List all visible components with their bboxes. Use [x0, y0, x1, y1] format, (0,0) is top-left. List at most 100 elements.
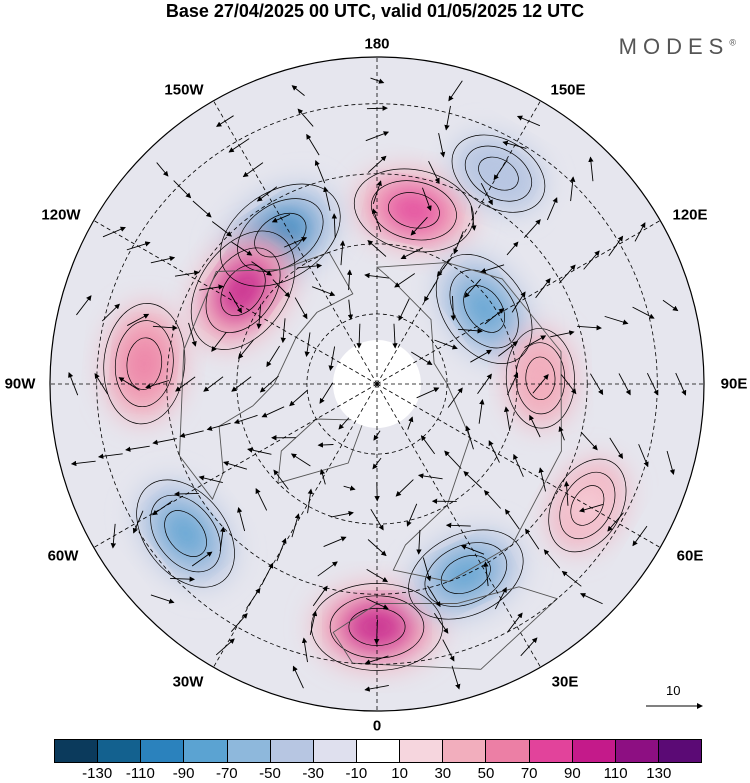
- wind-arrow: [395, 479, 414, 497]
- wind-arrow: [516, 115, 541, 127]
- colorbar-tick-label: -70: [215, 765, 238, 782]
- wind-arrow: [609, 437, 624, 460]
- wind-arrow: [410, 216, 428, 236]
- wind-arrow: [579, 504, 604, 513]
- wind-arrow: [634, 222, 646, 242]
- contour-line: [164, 510, 207, 557]
- wind-arrow: [604, 315, 629, 325]
- wind-arrow: [306, 133, 320, 156]
- wind-arrow: [507, 612, 523, 633]
- wind-arrow: [373, 430, 381, 441]
- wind-arrow: [470, 206, 477, 231]
- wind-arrow: [580, 593, 603, 605]
- wind-arrow: [215, 638, 235, 656]
- wind-arrow: [583, 250, 600, 270]
- wind-arrow: [317, 442, 334, 448]
- colorbar-segment: [443, 740, 487, 762]
- wind-arrow: [561, 570, 582, 587]
- wind-arrow: [463, 470, 482, 489]
- wind-arrow: [632, 306, 655, 319]
- wind-vectors: [68, 77, 687, 692]
- wind-arrow: [364, 272, 389, 279]
- wind-arrow: [110, 523, 117, 549]
- wind-arrow: [400, 247, 423, 259]
- wind-arrow: [294, 297, 308, 320]
- wind-arrow: [464, 278, 482, 298]
- wind-arrow: [228, 138, 250, 153]
- wind-arrow: [223, 461, 248, 470]
- negative-anomaly: [159, 505, 212, 562]
- wind-arrow: [447, 387, 463, 408]
- wind-arrow: [297, 108, 314, 127]
- wind-arrow: [506, 372, 519, 396]
- wind-arrow: [339, 240, 346, 266]
- wind-arrow: [560, 374, 577, 395]
- wind-arrow: [366, 105, 388, 111]
- wind-arrow: [191, 551, 213, 567]
- wind-arrow: [323, 186, 331, 211]
- wind-arrow: [417, 473, 443, 480]
- wind-arrow: [199, 284, 224, 291]
- wind-arrow: [251, 261, 273, 276]
- wind-arrow: [198, 475, 223, 484]
- wind-arrow: [632, 525, 648, 547]
- wind-arrow: [407, 416, 414, 430]
- wind-arrow: [370, 508, 384, 531]
- colorbar-segment: [98, 740, 142, 762]
- contour-line: [435, 254, 533, 364]
- positive-anomaly: [123, 332, 166, 396]
- wind-arrow: [266, 345, 280, 368]
- wind-arrow: [127, 313, 150, 326]
- wind-arrow: [525, 528, 540, 550]
- wind-arrow: [261, 406, 285, 418]
- wind-arrow: [484, 308, 505, 325]
- lon-label-120e: 120E: [672, 206, 708, 224]
- wind-arrow: [436, 256, 453, 277]
- contour-line: [408, 529, 524, 620]
- wind-arrow: [319, 382, 334, 404]
- wind-arrow: [365, 598, 389, 610]
- coastline: [179, 251, 354, 501]
- wind-arrow: [170, 576, 196, 582]
- modes-logo: MODES®: [619, 34, 736, 60]
- wind-arrow: [372, 457, 382, 470]
- wind-arrow: [543, 549, 561, 569]
- wind-arrow: [150, 594, 175, 604]
- wind-arrow: [483, 561, 489, 587]
- lon-label-60w: 60W: [47, 547, 79, 565]
- wind-arrow: [346, 269, 353, 291]
- wind-arrow: [291, 85, 305, 97]
- colorbar-tick-label: -10: [345, 765, 368, 782]
- wind-arrow: [577, 325, 602, 331]
- wind-arrow: [311, 286, 336, 297]
- wind-arrow: [102, 226, 126, 238]
- colorbar-segment: [55, 740, 99, 762]
- wind-arrow: [392, 323, 398, 349]
- wind-arrow: [532, 374, 549, 394]
- wind-arrow: [174, 270, 200, 277]
- wind-arrow: [662, 299, 679, 312]
- colorbar-tick-label: -30: [302, 765, 325, 782]
- wind-arrow: [76, 295, 92, 316]
- contour-line: [237, 198, 324, 272]
- wind-arrow: [126, 241, 151, 251]
- wind-arrow: [179, 430, 204, 438]
- lon-label-120w: 120W: [41, 206, 81, 224]
- wind-arrow: [416, 529, 422, 555]
- wind-arrow: [416, 387, 440, 399]
- wind-arrow: [428, 160, 440, 184]
- colorbar-segment: [313, 740, 357, 762]
- wind-arrow: [97, 453, 123, 459]
- positive-anomaly: [382, 188, 446, 233]
- positive-anomaly: [567, 481, 608, 530]
- wind-arrow: [242, 162, 264, 178]
- wind-arrow: [175, 376, 196, 392]
- wind-arrow: [230, 612, 248, 633]
- wind-arrow: [331, 213, 338, 239]
- wind-arrow: [367, 239, 387, 257]
- wind-arrow: [256, 304, 262, 330]
- contour-line: [440, 555, 491, 595]
- wind-arrow: [365, 131, 390, 142]
- wind-arrow: [211, 331, 227, 352]
- colorbar-tick-label: -130: [82, 765, 113, 782]
